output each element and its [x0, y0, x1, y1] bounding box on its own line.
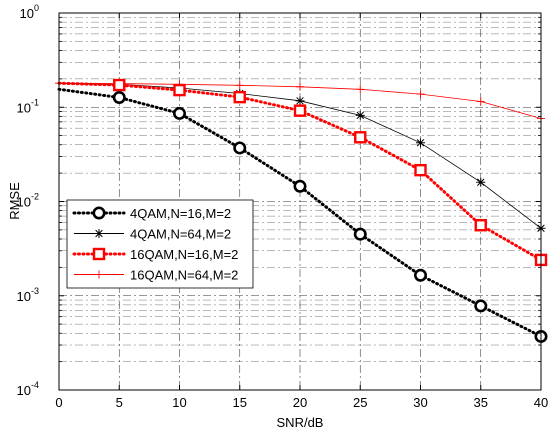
series-0 [57, 87, 548, 343]
circle-marker [112, 90, 126, 104]
plus-marker [356, 85, 365, 94]
y-tick-label: 10-3 [17, 286, 39, 304]
legend-label: 16QAM,N=64,M=2 [130, 268, 238, 283]
star-marker [416, 138, 425, 148]
x-tick-label: 15 [233, 395, 247, 410]
y-axis-label: RMSE [7, 182, 22, 220]
circle-marker [173, 106, 187, 120]
x-tick-label: 5 [116, 395, 123, 410]
y-tick-base: 10 [20, 6, 34, 21]
plus-marker [95, 270, 103, 279]
circle-marker [293, 179, 307, 193]
legend-label: 4QAM,N=64,M=2 [130, 227, 231, 242]
square-marker [233, 90, 246, 104]
circle-marker [413, 268, 427, 282]
y-tick-exponent: -3 [31, 286, 39, 296]
y-tick-label: 10-2 [17, 192, 39, 210]
x-axis-label: SNR/dB [277, 415, 324, 430]
circle-marker [353, 227, 367, 241]
y-tick-label: 100 [20, 3, 39, 21]
y-tick-base: 10 [17, 100, 31, 115]
circle-marker [233, 141, 247, 155]
y-tick-base: 10 [17, 195, 31, 210]
plus-marker [235, 81, 244, 90]
legend: 4QAM,N=16,M=2 4QAM,N=64,M=2 16QAM,N=16,M=2… [66, 199, 254, 289]
circle-marker [474, 299, 488, 313]
y-tick-exponent: -1 [31, 97, 39, 107]
axis-ticks [58, 12, 542, 391]
square-marker [293, 104, 307, 117]
square-marker [414, 163, 427, 177]
y-tick-exponent: 0 [34, 3, 39, 13]
legend-label: 16QAM,N=16,M=2 [130, 247, 238, 262]
x-tick-label: 35 [474, 395, 488, 410]
plus-marker [296, 82, 304, 91]
square-marker [354, 131, 367, 144]
series-2 [57, 78, 548, 267]
square-marker [474, 219, 487, 232]
y-tick-exponent: -2 [31, 192, 39, 202]
series-line [57, 87, 543, 338]
y-tick-exponent: -4 [31, 380, 39, 390]
square-marker [92, 247, 106, 261]
series-layer [55, 78, 548, 343]
star-marker [94, 229, 104, 238]
square-marker [113, 78, 126, 92]
x-tick-label: 20 [293, 395, 307, 410]
y-tick-label: 10-4 [17, 380, 39, 398]
x-tick-label: 0 [55, 395, 62, 410]
square-marker [173, 83, 186, 97]
x-tick-label: 25 [353, 395, 367, 410]
plus-marker [476, 97, 485, 106]
y-tick-base: 10 [17, 289, 31, 304]
star-marker [355, 110, 365, 120]
star-marker [295, 96, 305, 106]
x-tick-label: 30 [413, 395, 427, 410]
y-tick-label: 10-1 [17, 97, 39, 115]
x-tick-label: 10 [172, 395, 186, 410]
circle-marker [92, 206, 106, 220]
star-marker [476, 177, 486, 187]
legend-label: 4QAM,N=16,M=2 [130, 206, 231, 221]
plus-marker [416, 90, 425, 99]
x-tick-labels: 0 5 10 15 20 25 30 35 40 [55, 395, 548, 410]
y-tick-base: 10 [17, 383, 31, 398]
x-tick-label: 40 [534, 395, 548, 410]
